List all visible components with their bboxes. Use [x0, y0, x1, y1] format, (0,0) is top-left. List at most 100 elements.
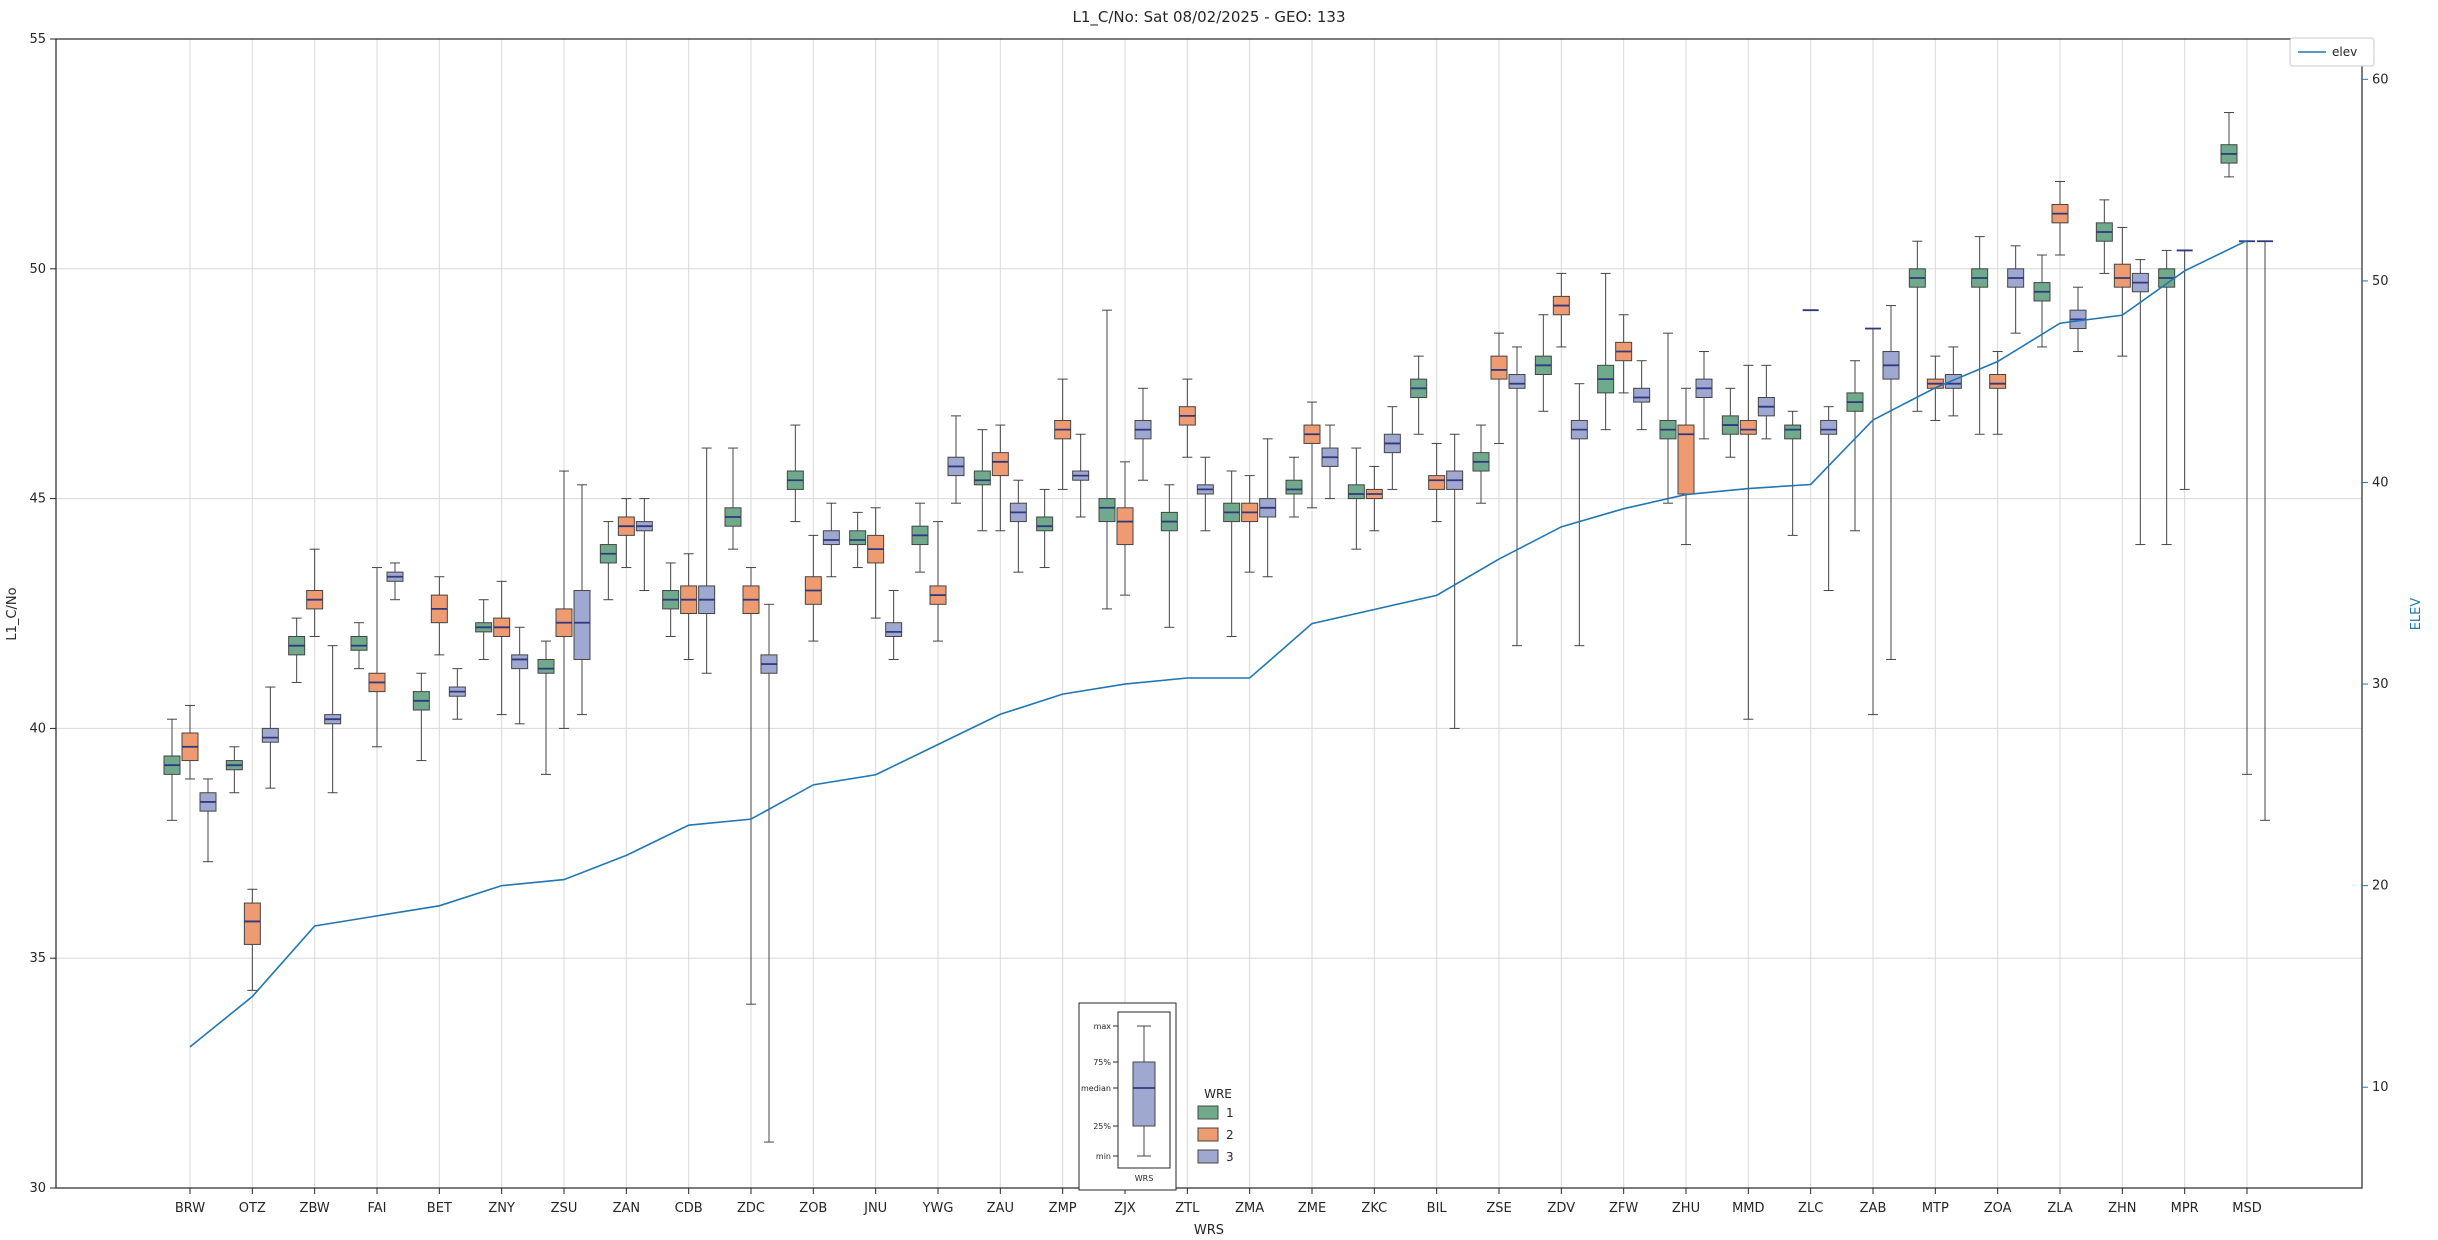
box	[2131, 259, 2149, 546]
box-rect	[849, 530, 867, 546]
box	[911, 502, 929, 573]
box	[1552, 272, 1570, 348]
wre-2-boxes	[181, 180, 2255, 1005]
legend-wre-swatch	[1197, 1149, 1219, 1164]
x-tick-label: ZNY	[488, 1201, 515, 1216]
box	[537, 640, 555, 775]
box	[1321, 424, 1339, 500]
box-rect	[350, 635, 368, 651]
box	[1570, 383, 1588, 647]
box	[991, 424, 1009, 532]
right-tick-label: 40	[2372, 475, 2389, 490]
legend-elev-label: elev	[2332, 45, 2357, 59]
x-tick-label: ZJX	[1114, 1201, 1136, 1216]
box	[662, 562, 680, 637]
x-tick-label: MTP	[1922, 1201, 1949, 1216]
elev-line	[189, 239, 2248, 1048]
box	[1446, 433, 1464, 729]
box	[2007, 245, 2025, 334]
box	[1784, 410, 1802, 536]
inset-axes	[1117, 1011, 1171, 1169]
y-tick-label: 50	[29, 262, 46, 277]
box	[493, 580, 511, 716]
box-rect	[537, 658, 555, 674]
box	[1303, 401, 1321, 509]
box	[1098, 309, 1116, 610]
legend-wre-entry-label: 1	[1226, 1106, 1234, 1120]
box	[1882, 305, 1900, 660]
chart-title: L1_C/No: Sat 08/02/2025 - GEO: 133	[1072, 8, 1345, 27]
box	[947, 415, 965, 504]
box	[1116, 461, 1134, 596]
box-rect	[261, 727, 279, 743]
x-tick-label: ZLA	[2047, 1201, 2072, 1216]
box	[724, 447, 742, 550]
box-rect	[1036, 516, 1054, 532]
axis-ticks: 30 35 40 45 50 55 10 20 30 40 50 60 BRW OTZ ZBW FAI BET Z…	[29, 32, 2388, 1216]
box	[742, 567, 760, 1005]
x-tick-label: ZDC	[737, 1201, 765, 1216]
x-tick-label: CDB	[675, 1201, 703, 1216]
box	[1160, 484, 1178, 628]
box	[243, 888, 261, 991]
legend-wre-swatch	[1197, 1127, 1219, 1142]
x-tick-label: ZHU	[1672, 1201, 1700, 1216]
x-tick-label: ZSE	[1486, 1201, 1511, 1216]
wre-3-boxes	[199, 240, 2273, 1143]
box	[635, 498, 653, 592]
x-tick-label: MMD	[1732, 1201, 1764, 1216]
x-tick-label: ZBW	[300, 1201, 330, 1216]
box	[1383, 406, 1401, 490]
box	[1820, 406, 1838, 592]
box	[163, 718, 181, 821]
box	[1846, 360, 1864, 532]
inset-label: 25%	[1093, 1122, 1111, 1131]
x-tick-label: MSD	[2232, 1201, 2261, 1216]
box-rect	[1116, 507, 1134, 546]
legend-frame	[2289, 37, 2375, 67]
box	[599, 521, 617, 601]
box	[1410, 355, 1428, 435]
box	[412, 672, 430, 762]
y-tick-label: 45	[29, 492, 46, 507]
x-tick-label: ZMA	[1235, 1201, 1264, 1216]
inset-label: max	[1094, 1022, 1112, 1031]
box	[261, 686, 279, 789]
box	[368, 567, 386, 748]
box	[573, 484, 591, 716]
elev-polyline	[189, 239, 2248, 1048]
box-rect	[1428, 475, 1446, 490]
right-tick-label: 20	[2372, 879, 2389, 894]
inset-label: 75%	[1093, 1058, 1111, 1067]
x-tick-label: ZLC	[1798, 1201, 1823, 1216]
box	[448, 668, 466, 720]
inset-box	[1132, 1061, 1156, 1127]
x-tick-label: BIL	[1427, 1201, 1448, 1216]
box	[430, 576, 448, 656]
box	[1259, 438, 1277, 578]
box	[1989, 351, 2007, 435]
box	[1508, 346, 1526, 647]
box	[475, 599, 493, 660]
legend-wre: WRE 1 2 3	[1197, 1087, 1234, 1164]
box	[2257, 240, 2273, 821]
x-tick-label: YWG	[922, 1201, 954, 1216]
right-tick-label: 30	[2372, 677, 2389, 692]
box	[2220, 112, 2238, 178]
box	[1659, 332, 1677, 504]
box	[288, 617, 306, 683]
boxplot-anatomy-inset: max 75% median 25% min WRS	[1078, 1002, 1177, 1191]
inset-frame	[1078, 1002, 1177, 1191]
box-rect	[2113, 263, 2131, 288]
box-rect	[1098, 498, 1116, 523]
box	[181, 704, 199, 780]
wre-1-boxes	[163, 112, 2238, 821]
y-tick-label: 30	[29, 1181, 46, 1196]
box	[973, 429, 991, 532]
x-tick-label: ZME	[1298, 1201, 1326, 1216]
box	[2176, 249, 2193, 490]
box	[1739, 364, 1757, 720]
box	[849, 511, 867, 569]
spines	[55, 38, 2363, 1189]
